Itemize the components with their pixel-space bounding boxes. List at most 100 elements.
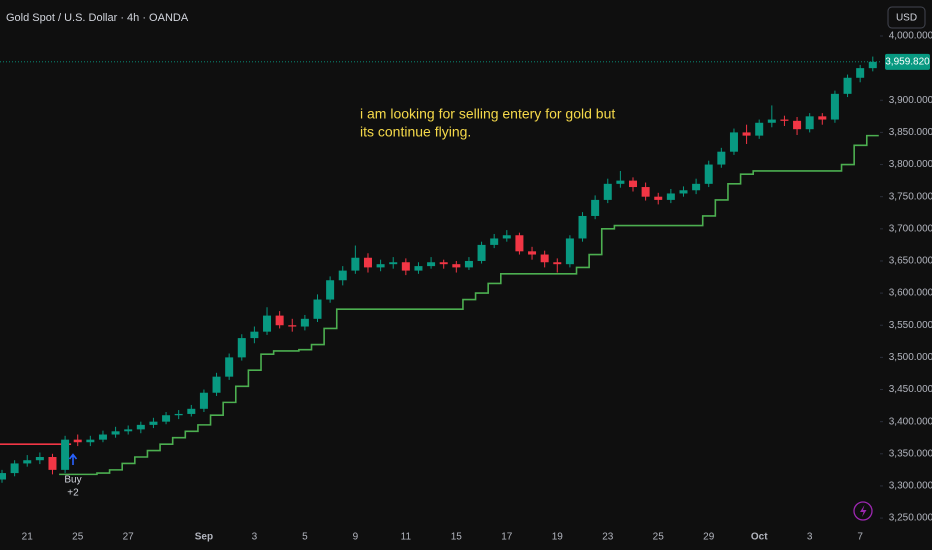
x-tick-label: 9	[353, 532, 359, 543]
candle-body	[376, 264, 385, 268]
candle	[767, 105, 776, 128]
candle	[124, 425, 133, 435]
candle-body	[830, 93, 839, 120]
currency-button[interactable]	[887, 6, 926, 29]
candle	[162, 412, 171, 425]
x-tick-label: 15	[451, 532, 463, 543]
candle-body	[275, 315, 284, 326]
symbol-title: Gold Spot / U.S. Dollar · 4h · OANDA	[6, 12, 189, 24]
annotation-line: its continue flying.	[360, 124, 471, 140]
candle-body	[755, 122, 764, 136]
candle-body	[212, 376, 221, 393]
candle	[136, 421, 145, 434]
candle-body	[313, 299, 322, 319]
alert-circle[interactable]	[853, 501, 873, 521]
x-tick-label: 29	[703, 532, 715, 543]
candle	[654, 192, 663, 205]
candle-body	[666, 193, 675, 200]
y-tick-label: 3,650.000	[889, 256, 932, 267]
candle	[528, 246, 537, 260]
candle-body	[326, 280, 335, 300]
y-tick-label: 3,750.000	[889, 191, 932, 202]
candle-body	[641, 187, 650, 197]
candle	[565, 235, 574, 268]
candle	[729, 128, 738, 155]
candle-body	[477, 244, 486, 261]
candle	[414, 262, 423, 274]
candle-body	[300, 318, 309, 327]
plot-area	[0, 56, 880, 483]
candle	[629, 177, 637, 192]
y-tick-label: 3,600.000	[889, 288, 932, 299]
y-tick-label: 3,350.000	[889, 448, 932, 459]
candle-body	[35, 457, 44, 461]
candle	[780, 115, 789, 126]
buy-arrow	[68, 453, 78, 465]
currency-label[interactable]: USD	[896, 13, 917, 24]
candle	[376, 259, 385, 272]
candle	[856, 64, 865, 83]
candle	[868, 56, 877, 72]
candle	[212, 372, 221, 396]
candle	[288, 318, 297, 332]
candle-body	[591, 199, 600, 216]
candle	[641, 182, 650, 201]
candle-body	[73, 439, 82, 443]
annotation-line: i am looking for selling entery for gold…	[360, 106, 615, 122]
candle-body	[793, 120, 802, 130]
alert-bolt[interactable]	[860, 505, 867, 517]
candle-body	[225, 357, 234, 377]
candle	[275, 311, 284, 329]
candle	[464, 257, 473, 270]
candle-body	[717, 151, 726, 165]
candle-body	[389, 262, 398, 265]
candle-body	[780, 119, 789, 121]
signal-qty: +2	[67, 488, 79, 499]
candle-body	[490, 238, 499, 245]
candle	[553, 258, 562, 273]
y-tick-label: 3,450.000	[889, 384, 932, 395]
candle-body	[162, 415, 171, 422]
candle	[805, 113, 814, 133]
candle	[35, 452, 44, 465]
candle	[540, 250, 549, 268]
candle	[578, 212, 587, 242]
candle	[300, 314, 309, 331]
candle	[502, 230, 511, 242]
candle-body	[502, 235, 511, 239]
x-tick-label: 25	[72, 532, 84, 543]
candle	[616, 170, 625, 188]
x-tick-label: 23	[602, 532, 614, 543]
candle-body	[124, 429, 133, 432]
candle-body	[805, 116, 814, 130]
alert-icon[interactable]	[853, 501, 873, 521]
candle-body	[464, 260, 473, 268]
candle	[439, 259, 448, 269]
candle-body	[528, 251, 537, 255]
candle-body	[439, 262, 448, 265]
candle	[427, 257, 436, 269]
candle	[603, 178, 612, 204]
candle	[692, 178, 701, 195]
x-tick-label: 19	[552, 532, 564, 543]
candle-body	[98, 434, 107, 440]
candle	[755, 119, 764, 139]
candle	[263, 307, 272, 335]
candle-body	[654, 196, 663, 200]
candle-body	[48, 457, 57, 470]
candle-body	[363, 257, 372, 268]
candle	[187, 404, 196, 417]
candle	[717, 147, 726, 168]
candle	[389, 257, 398, 269]
candle	[477, 241, 486, 264]
candle	[23, 455, 32, 467]
candle-body	[742, 132, 751, 136]
candle	[326, 276, 335, 303]
x-tick-label: 3	[252, 532, 258, 543]
candle-body	[136, 424, 145, 430]
candle-body	[237, 338, 246, 358]
candle	[843, 74, 852, 98]
candle	[313, 294, 322, 323]
